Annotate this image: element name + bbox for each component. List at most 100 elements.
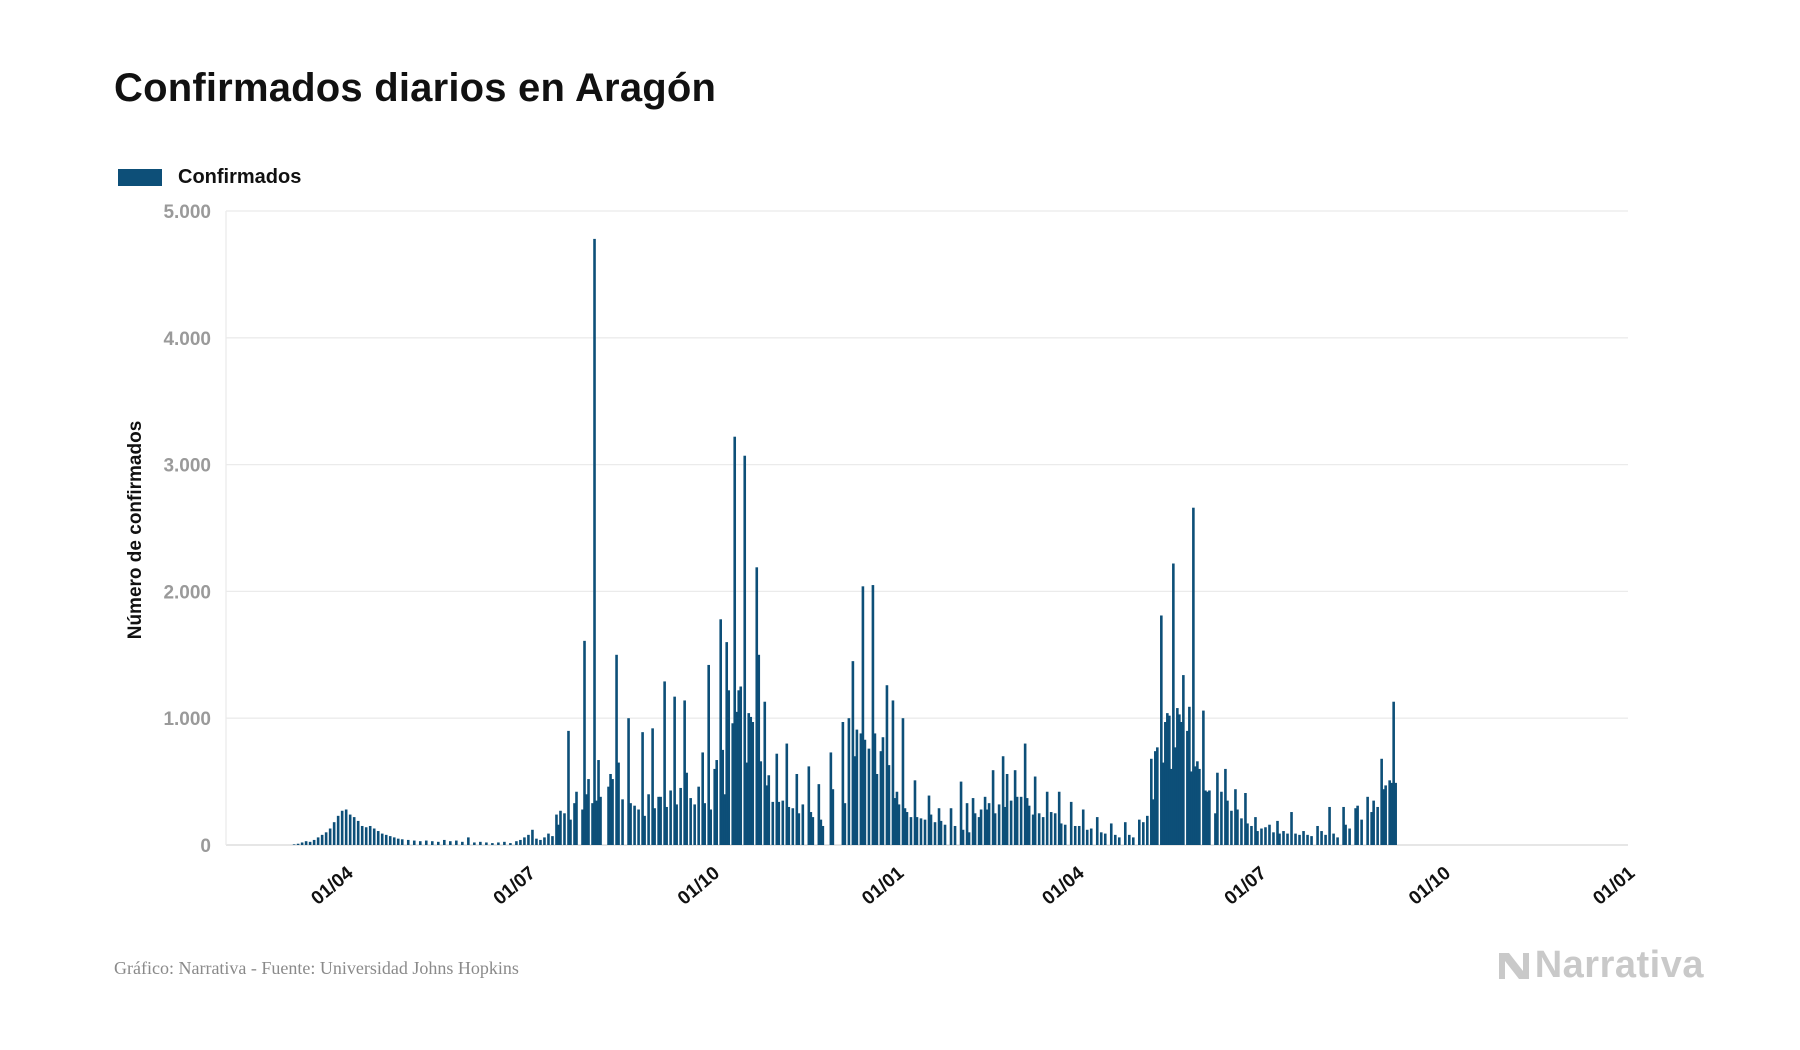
bar <box>713 768 716 845</box>
x-tick-label: 01/07 <box>490 863 540 910</box>
bar <box>348 814 352 845</box>
bar <box>937 808 941 845</box>
bar <box>1348 828 1351 845</box>
bar <box>1360 819 1363 845</box>
bar <box>595 800 598 845</box>
bar <box>340 810 344 845</box>
bar <box>388 836 392 845</box>
bar <box>1390 782 1393 845</box>
bar <box>961 829 965 845</box>
bar <box>424 840 428 845</box>
bar <box>1131 837 1135 845</box>
bar <box>1290 812 1293 845</box>
bar <box>615 654 618 845</box>
bar <box>1053 813 1057 845</box>
bar <box>527 834 530 845</box>
bar <box>555 814 558 845</box>
bar <box>817 784 821 845</box>
bar <box>1123 822 1127 845</box>
bar <box>993 813 997 845</box>
bar <box>621 799 624 845</box>
bar <box>697 786 700 845</box>
bar <box>675 804 678 845</box>
bar <box>643 815 646 845</box>
bar <box>1113 834 1117 845</box>
bar <box>1001 756 1005 845</box>
bar <box>693 804 696 845</box>
x-tick-label: 01/04 <box>1039 862 1089 909</box>
bar <box>875 773 879 845</box>
bar <box>1081 809 1085 845</box>
bar <box>449 841 452 845</box>
bar <box>1190 771 1193 845</box>
bar <box>855 729 859 845</box>
bar <box>785 743 789 845</box>
source-credit: Gráfico: Narrativa - Fuente: Universidad… <box>114 958 519 978</box>
bar <box>1172 563 1175 845</box>
bar <box>973 813 977 845</box>
bar <box>863 739 867 845</box>
bar <box>829 752 833 845</box>
bar <box>523 837 526 845</box>
bar <box>983 796 987 845</box>
bar <box>885 685 889 845</box>
bar <box>939 820 943 845</box>
bar <box>1085 829 1089 845</box>
bar <box>1336 837 1339 845</box>
bar <box>1234 789 1237 845</box>
bar <box>637 809 640 845</box>
bar <box>509 843 512 845</box>
bar <box>384 834 388 845</box>
bar <box>1174 747 1177 845</box>
bar <box>679 787 682 845</box>
bar <box>539 839 542 845</box>
bar <box>376 831 380 845</box>
bar <box>543 837 546 845</box>
bar <box>1226 800 1229 845</box>
bar <box>1230 810 1233 845</box>
bar <box>967 832 971 845</box>
bar <box>1268 824 1271 845</box>
bar <box>324 832 328 845</box>
bar <box>765 785 769 845</box>
bar <box>1059 823 1063 845</box>
bar <box>683 700 686 845</box>
bar <box>923 819 927 845</box>
bar <box>1236 809 1239 845</box>
bar <box>727 690 731 845</box>
bar <box>873 733 877 845</box>
bar <box>801 804 805 845</box>
y-axis-label: Número de confirmados <box>125 421 146 640</box>
bar <box>443 839 446 845</box>
bar <box>1276 820 1279 845</box>
bar <box>1198 768 1201 845</box>
bar <box>1356 805 1359 845</box>
bar <box>1025 798 1029 845</box>
bar <box>777 801 781 845</box>
bar <box>1031 814 1035 845</box>
bar <box>943 824 947 845</box>
brand-name: Narrativa <box>1534 944 1704 986</box>
bar <box>1109 823 1113 845</box>
bar <box>715 760 718 845</box>
bar <box>611 779 614 845</box>
bar <box>467 837 470 845</box>
bar <box>406 839 410 845</box>
bar <box>743 455 747 845</box>
bar <box>300 842 304 845</box>
bar <box>1164 722 1167 845</box>
bar <box>617 762 620 845</box>
bar <box>913 780 917 845</box>
bar <box>903 808 907 845</box>
bar <box>775 753 779 845</box>
bar <box>1099 832 1103 845</box>
bar <box>292 844 296 845</box>
bar <box>557 824 560 845</box>
bar <box>1009 800 1013 845</box>
bar <box>455 840 458 845</box>
bar <box>1170 768 1173 845</box>
bar <box>591 803 594 845</box>
bar <box>430 841 434 845</box>
bar <box>1077 825 1081 845</box>
